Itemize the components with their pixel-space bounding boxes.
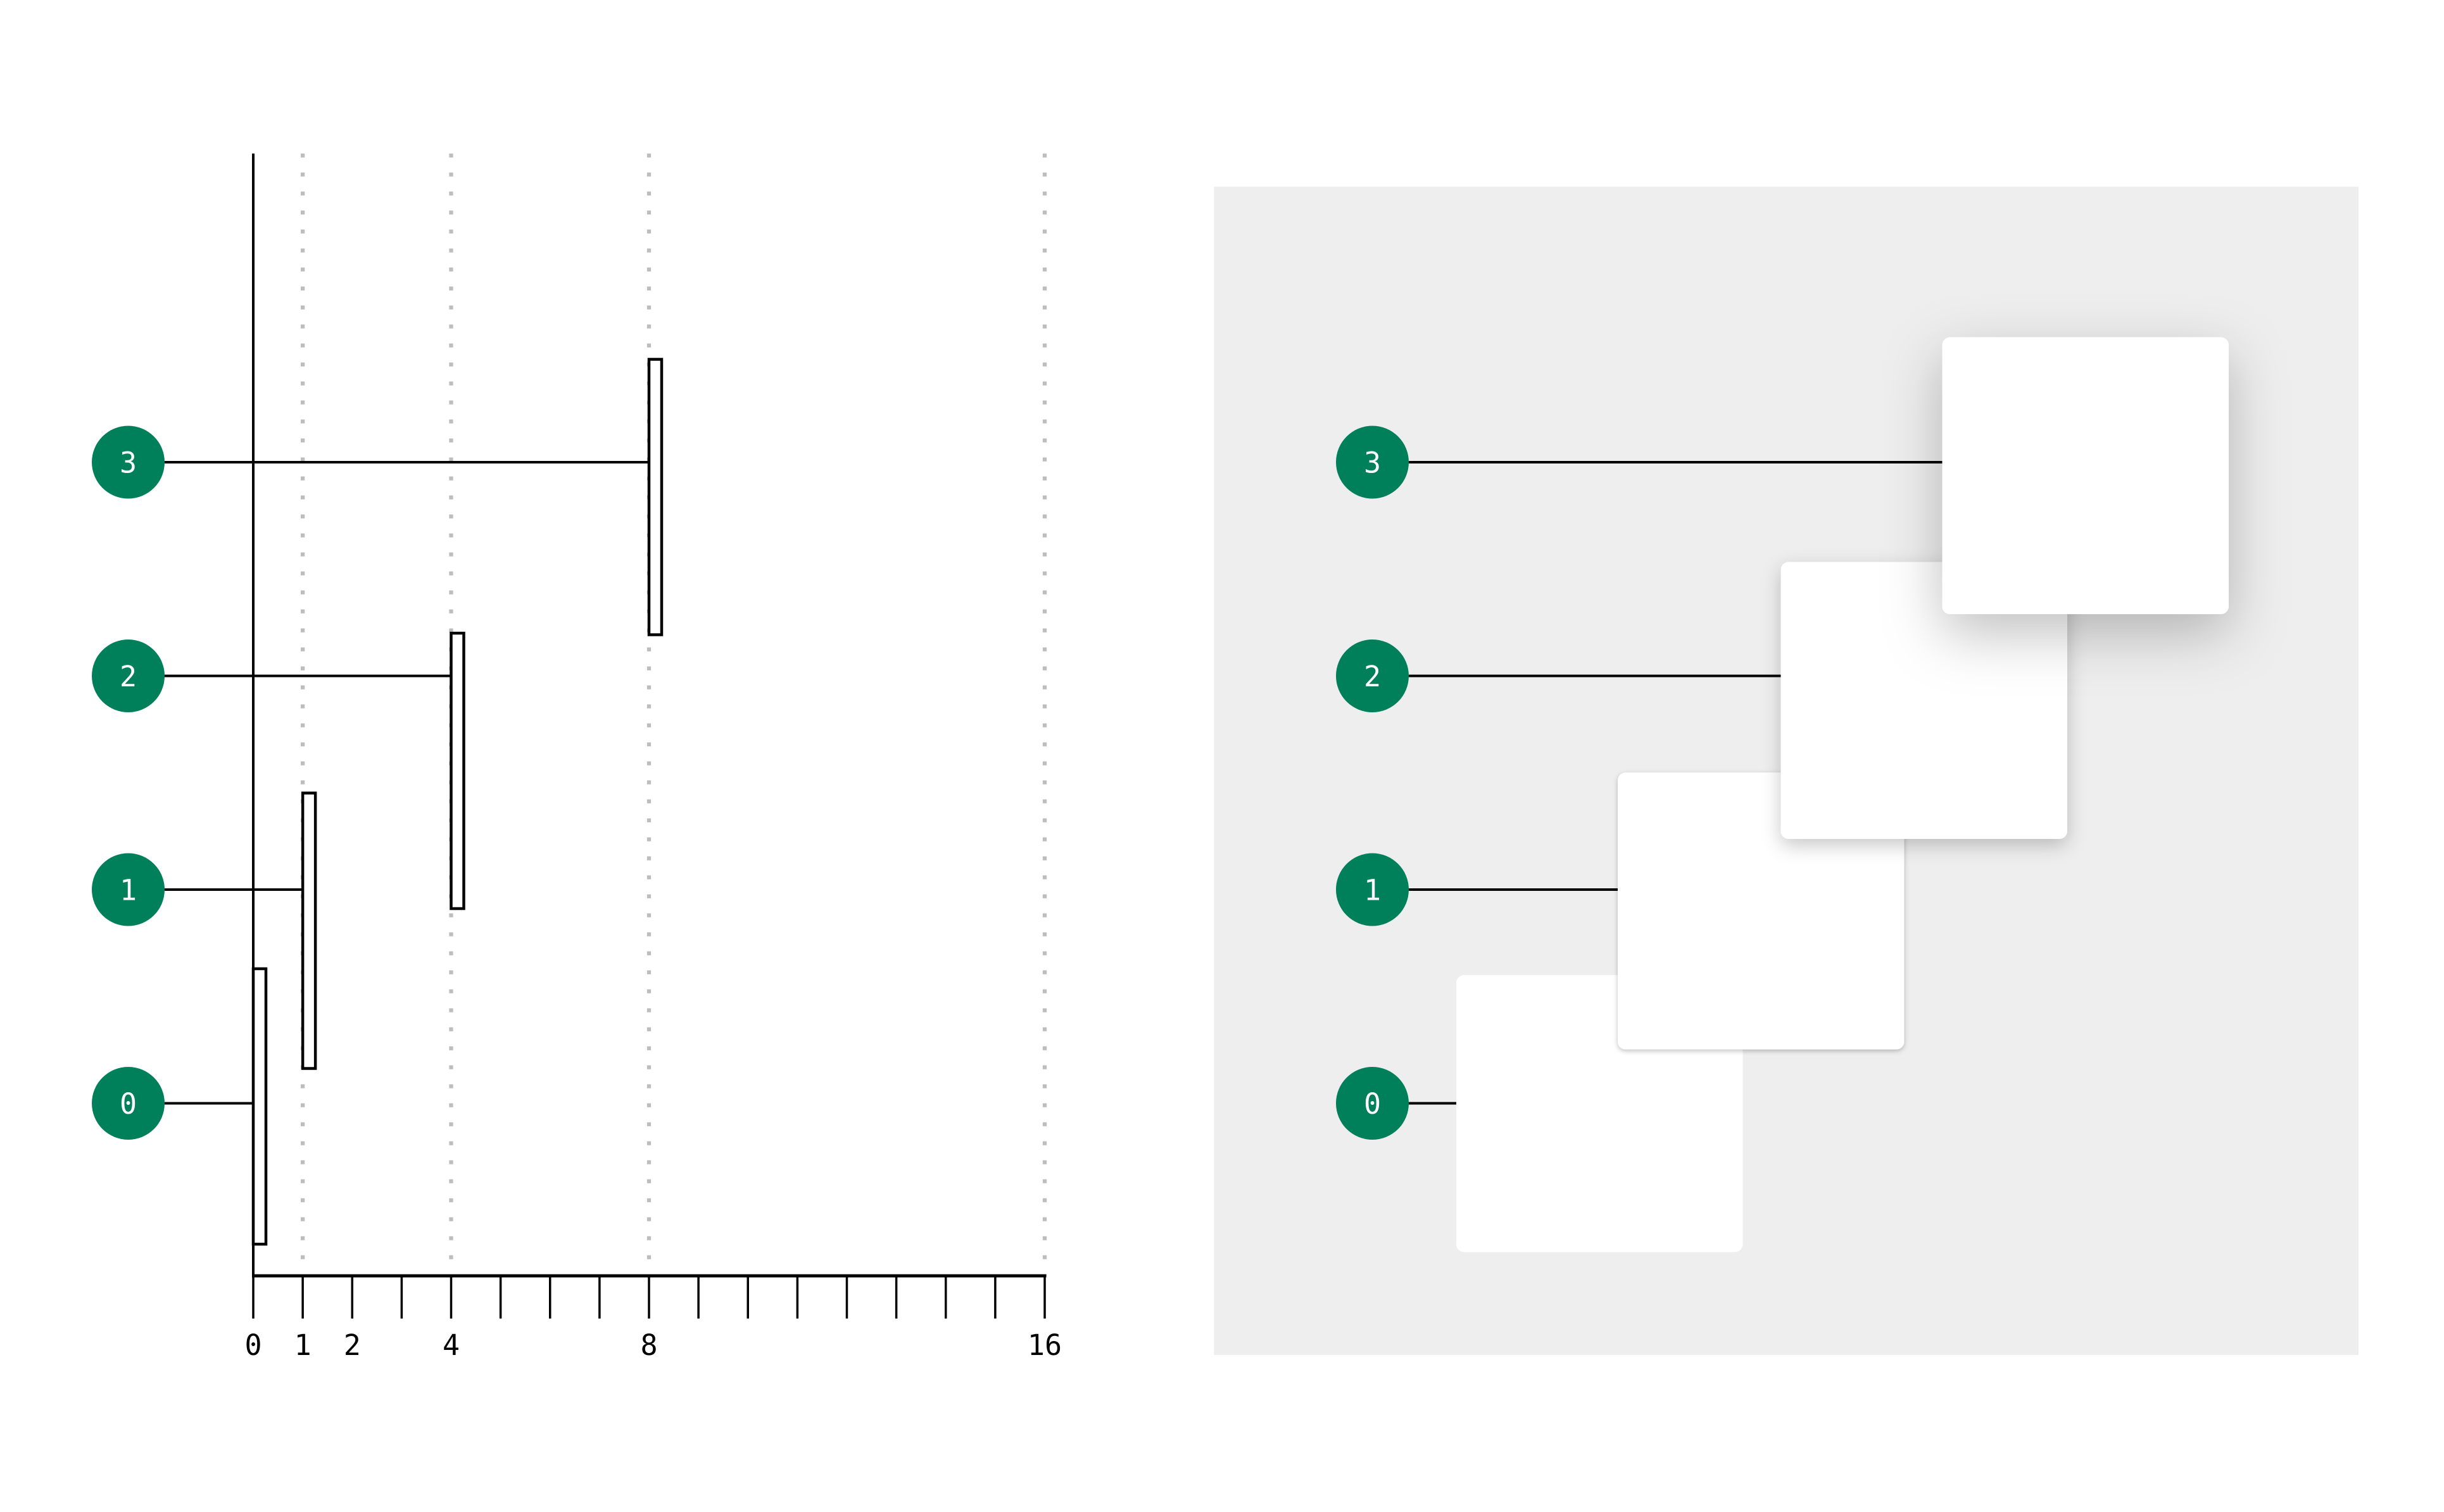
level-badge-label: 1 — [1364, 873, 1381, 907]
level-badge — [1336, 853, 1409, 926]
level-badge — [1336, 425, 1409, 499]
level-badge-label: 1 — [120, 873, 137, 907]
level-badge — [92, 425, 165, 499]
elevation-bar — [450, 631, 465, 910]
x-tick-label: 1 — [294, 1328, 312, 1362]
level-badge — [92, 853, 165, 926]
elevation-bar — [301, 791, 317, 1070]
elevation-bar — [251, 967, 268, 1246]
elevated-card-2 — [1780, 562, 2067, 839]
cards-panel: 0 1 2 3 — [1214, 187, 2359, 1355]
level-badge-label: 0 — [120, 1087, 137, 1121]
level-badge-label: 2 — [1364, 660, 1381, 693]
elevated-card-1 — [1618, 772, 1905, 1050]
x-tick-label: 8 — [640, 1328, 657, 1362]
level-badge — [1336, 1067, 1409, 1140]
level-badge-label: 3 — [120, 446, 137, 479]
x-tick-label: 0 — [244, 1328, 261, 1362]
elevated-card-3 — [1942, 337, 2229, 614]
x-tick-label: 16 — [1028, 1328, 1062, 1362]
elevation-bar — [647, 358, 664, 636]
x-tick-label: 2 — [344, 1328, 361, 1362]
level-badge-label: 0 — [1364, 1087, 1381, 1121]
level-badge-label: 2 — [120, 660, 137, 693]
level-badge-label: 3 — [1364, 446, 1381, 479]
level-badge — [92, 639, 165, 712]
level-badge — [92, 1067, 165, 1140]
level-badge — [1336, 639, 1409, 712]
x-tick-label: 4 — [443, 1328, 460, 1362]
